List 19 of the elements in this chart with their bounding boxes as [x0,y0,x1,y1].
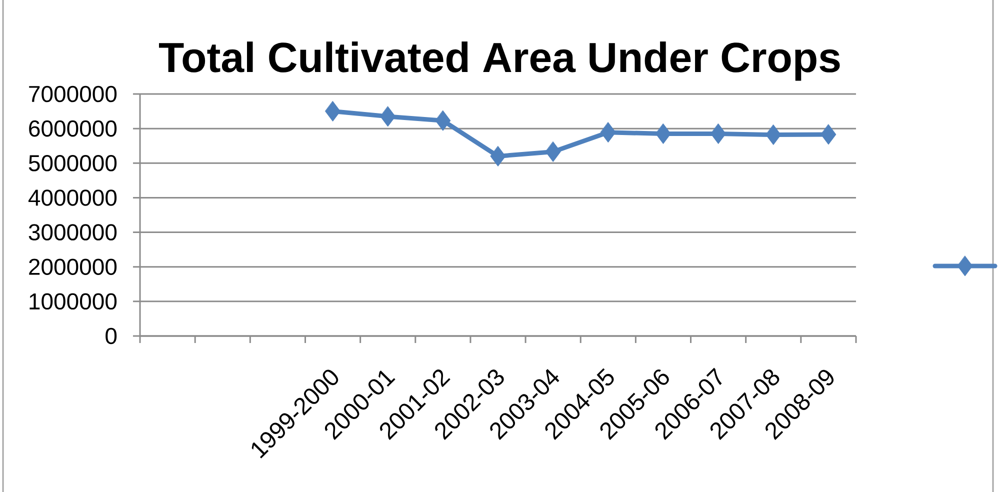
point [545,141,561,162]
chart-title: Total Cultivated Area Under Crops [158,42,840,81]
y-tick-label: 4000000 [28,190,117,206]
point [435,110,451,131]
point [490,146,506,166]
point [710,124,726,144]
y-tick-label: 1000000 [30,293,117,310]
point [325,101,341,122]
y-tick-label: 7000000 [29,86,117,102]
y-tick-label: 3000000 [28,224,117,240]
point [820,124,836,145]
point [380,106,396,127]
y-tick-label: 0 [106,328,117,344]
point [766,124,782,146]
y-tick-label: 6000000 [29,120,117,137]
y-tick-label: 5000000 [28,155,117,172]
point [600,122,616,143]
point [655,124,671,144]
y-tick-label: 2000000 [29,258,117,275]
